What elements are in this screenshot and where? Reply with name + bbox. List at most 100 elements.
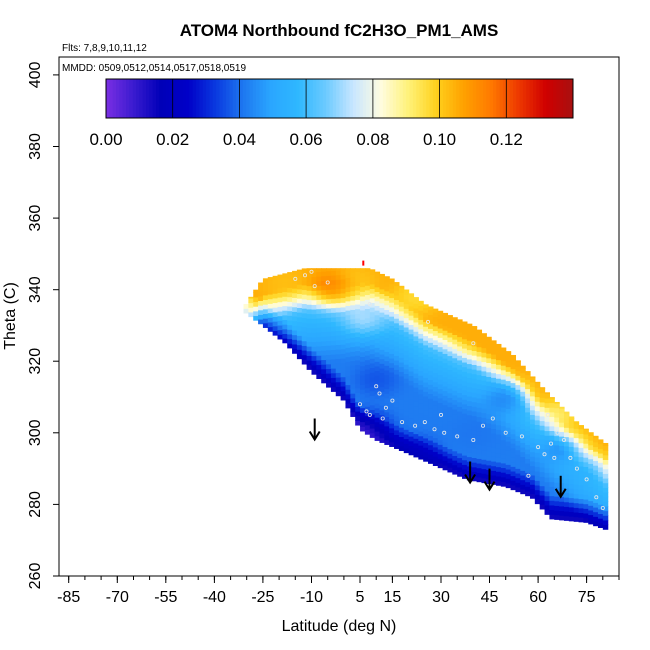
heatmap-cell (306, 304, 313, 310)
heatmap-cell (418, 314, 424, 320)
heatmap-cell (471, 476, 478, 482)
heatmap-cell (418, 389, 424, 395)
heatmap-cell (345, 333, 351, 339)
heatmap-cell (462, 375, 468, 382)
heatmap-cell (534, 461, 541, 467)
heatmap-cell (432, 311, 439, 318)
heatmap-cell (369, 372, 376, 378)
colorbar-swatch (289, 79, 294, 118)
colorbar-swatch (536, 79, 541, 118)
heatmap-cell (573, 428, 580, 434)
heatmap-cell (481, 412, 487, 418)
heatmap-cell (593, 474, 599, 480)
heatmap-cell (374, 282, 381, 288)
heatmap-cell (394, 336, 400, 342)
heatmap-cell (267, 312, 274, 318)
heatmap-cell (374, 314, 381, 320)
heatmap-cell (447, 457, 453, 464)
heatmap-cell (360, 277, 366, 283)
heatmap-cell (394, 359, 400, 366)
heatmap-cell (282, 277, 288, 283)
heatmap-cell (534, 433, 541, 439)
heatmap-cell (418, 454, 424, 460)
heatmap-cell (588, 500, 594, 506)
heatmap-cell (350, 286, 356, 292)
heatmap-cell (437, 360, 444, 366)
heatmap-cell (457, 401, 463, 407)
heatmap-cell (374, 431, 381, 437)
heatmap-cell (563, 427, 570, 433)
heatmap-cell (253, 315, 259, 321)
heatmap-cell (364, 336, 371, 342)
heatmap-cell (500, 430, 507, 436)
heatmap-cell (394, 327, 400, 333)
heatmap-cell (452, 317, 458, 322)
heatmap-cell (495, 401, 502, 407)
heatmap-cell (374, 421, 381, 427)
heatmap-cell (432, 330, 439, 336)
heatmap-cell (534, 456, 541, 463)
heatmap-cell (466, 372, 473, 379)
heatmap-cell (593, 465, 599, 471)
heatmap-cell (326, 349, 332, 356)
heatmap-cell (602, 496, 609, 502)
heatmap-cell (321, 350, 327, 356)
heatmap-cell (389, 339, 395, 345)
heatmap-cell (568, 416, 575, 419)
heatmap-cell (316, 290, 322, 296)
heatmap-cell (272, 302, 279, 308)
heatmap-cell (360, 402, 366, 409)
colorbar-swatch (399, 79, 404, 118)
heatmap-cell (520, 377, 526, 383)
observation-point (568, 455, 573, 460)
heatmap-cell (462, 417, 468, 424)
heatmap-cell (515, 445, 521, 451)
heatmap-cell (326, 368, 332, 374)
heatmap-cell (301, 312, 308, 318)
heatmap-cell (442, 409, 449, 415)
heatmap-cell (369, 362, 376, 369)
heatmap-cell (529, 493, 536, 499)
heatmap-cell (316, 373, 322, 380)
heatmap-cell (292, 325, 298, 331)
heatmap-cell (602, 491, 609, 498)
heatmap-cell (588, 432, 594, 436)
heatmap-cell (321, 322, 327, 328)
heatmap-cell (593, 516, 599, 522)
heatmap-cell (321, 317, 327, 323)
heatmap-cell (495, 387, 502, 393)
heatmap-cell (379, 349, 385, 355)
heatmap-cell (539, 490, 546, 496)
heatmap-cell (500, 476, 507, 483)
heatmap-cell (476, 388, 483, 394)
heatmap-cell (330, 270, 337, 276)
heatmap-cell (292, 334, 298, 340)
heatmap-cell (432, 418, 439, 425)
heatmap-cell (272, 293, 279, 299)
heatmap-cell (369, 367, 376, 373)
x-tick-label: -55 (154, 589, 177, 606)
heatmap-cell (311, 313, 317, 319)
heatmap-cell (534, 494, 541, 500)
heatmap-cell (408, 445, 415, 451)
heatmap-cell (389, 357, 395, 364)
heatmap-cell (306, 313, 313, 319)
heatmap-cell (491, 349, 497, 355)
heatmap-cell (505, 394, 512, 400)
heatmap-cell (510, 373, 517, 379)
heatmap-cell (277, 274, 283, 279)
heatmap-cell (350, 355, 356, 362)
heatmap-cell (374, 277, 381, 283)
heatmap-cell (364, 308, 371, 314)
colorbar-swatch (552, 79, 557, 118)
heatmap-cell (544, 444, 551, 450)
heatmap-cell (389, 395, 395, 401)
heatmap-cell (462, 385, 468, 391)
heatmap-cell (316, 308, 322, 314)
heatmap-cell (272, 279, 279, 285)
heatmap-cell (277, 329, 283, 335)
heatmap-cell (510, 424, 517, 430)
heatmap-cell (428, 374, 434, 381)
heatmap-cell (554, 454, 560, 460)
heatmap-cell (510, 443, 517, 449)
